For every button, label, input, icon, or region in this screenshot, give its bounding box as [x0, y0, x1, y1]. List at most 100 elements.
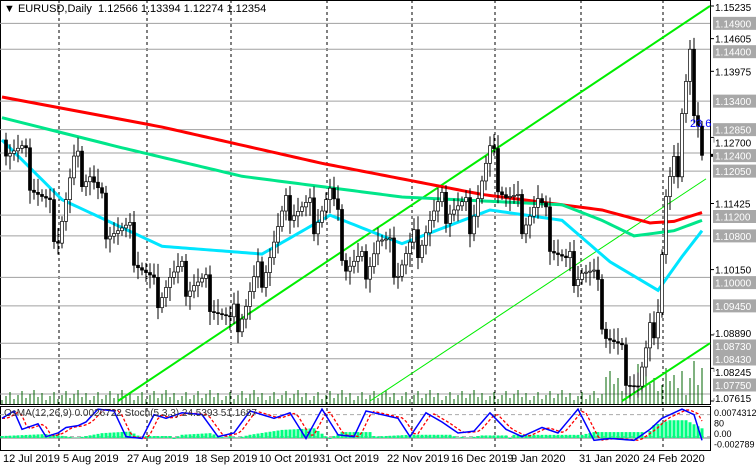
osma-bar — [617, 432, 620, 438]
bull-candle — [277, 227, 280, 243]
osma-bar — [89, 435, 92, 438]
bull-candle — [249, 292, 252, 307]
osma-bar — [501, 435, 504, 438]
bull-candle — [297, 211, 300, 215]
osma-bar — [325, 436, 328, 438]
bull-candle — [509, 197, 512, 198]
bear-candle — [25, 146, 28, 148]
bull-candle — [21, 146, 24, 149]
bull-candle — [405, 254, 408, 265]
osma-bar — [357, 432, 360, 438]
bear-candle — [221, 314, 224, 315]
osma-bar — [25, 435, 28, 438]
osma-bar — [197, 434, 200, 438]
collapse-arrow-icon[interactable]: ▼ — [4, 3, 15, 15]
y-tick-label: 1.08245 — [715, 368, 752, 379]
bull-candle — [205, 275, 208, 279]
bull-candle — [397, 276, 400, 277]
bear-candle — [497, 149, 500, 192]
osma-bar — [545, 435, 548, 438]
bull-candle — [529, 216, 532, 225]
indicator-axis-label: 0.0074312 — [714, 408, 756, 418]
bull-candle — [465, 198, 468, 202]
osma-bar — [677, 420, 680, 438]
bull-candle — [377, 241, 380, 254]
osma-bar — [85, 436, 88, 438]
osma-bar — [221, 437, 224, 438]
bull-candle — [665, 197, 668, 255]
osma-bar — [185, 435, 188, 438]
bull-candle — [593, 270, 596, 271]
bull-candle — [461, 202, 464, 206]
osma-bar — [105, 433, 108, 438]
osma-bar — [669, 420, 672, 438]
bull-candle — [453, 210, 456, 214]
bear-candle — [601, 279, 604, 329]
bull-candle — [537, 199, 540, 208]
osma-bar — [269, 432, 272, 438]
bear-candle — [33, 190, 36, 192]
osma-bar — [445, 435, 448, 438]
bull-candle — [409, 242, 412, 253]
level-label: 1.09450 — [715, 302, 752, 313]
osma-bar — [213, 434, 216, 438]
osma-bar — [9, 436, 12, 438]
level-label: 1.13400 — [715, 97, 752, 108]
bull-candle — [581, 273, 584, 279]
bear-candle — [81, 151, 84, 187]
osma-bar — [449, 435, 452, 438]
bull-candle — [477, 199, 480, 217]
osma-bar — [489, 435, 492, 438]
bull-candle — [641, 367, 644, 386]
osma-bar — [625, 432, 628, 438]
bear-candle — [313, 198, 316, 234]
bear-candle — [237, 304, 240, 332]
bull-candle — [173, 272, 176, 277]
bear-candle — [225, 315, 228, 316]
bull-candle — [361, 251, 364, 256]
bear-candle — [633, 386, 636, 387]
bear-candle — [153, 275, 156, 277]
bear-candle — [145, 270, 148, 272]
bull-candle — [241, 319, 244, 332]
bear-candle — [629, 385, 632, 386]
bull-candle — [385, 239, 388, 240]
bull-candle — [689, 49, 692, 81]
osma-bar — [265, 432, 268, 438]
osma-bar — [421, 435, 424, 438]
bear-candle — [365, 251, 368, 279]
osma-bar — [161, 436, 164, 438]
osma-bar — [565, 435, 568, 438]
bear-candle — [637, 386, 640, 387]
osma-bar — [101, 433, 104, 438]
bull-candle — [421, 245, 424, 257]
indicator-axis-label: 0.00 — [714, 429, 732, 439]
bull-candle — [309, 198, 312, 202]
osma-bar — [117, 432, 120, 438]
osma-bar — [369, 432, 372, 438]
osma-bar — [277, 431, 280, 438]
bear-candle — [565, 256, 568, 258]
osma-bar — [293, 429, 296, 438]
osma-bar — [513, 435, 516, 438]
bull-candle — [481, 181, 484, 199]
osma-bar — [477, 436, 480, 438]
osma-bar — [321, 434, 324, 438]
bear-candle — [337, 199, 340, 210]
osma-bar — [297, 429, 300, 438]
bear-candle — [521, 194, 524, 233]
osma-bar — [437, 435, 440, 438]
bull-candle — [233, 304, 236, 317]
osma-bar — [21, 435, 24, 438]
bear-candle — [445, 192, 448, 223]
bull-candle — [245, 306, 248, 319]
osma-bar — [157, 436, 160, 438]
y-tick-label: 1.08890 — [715, 329, 752, 340]
x-axis-date-label: 22 Nov 2019 — [387, 453, 449, 465]
osma-bar — [533, 435, 536, 438]
osma-bar — [497, 435, 500, 438]
bull-candle — [109, 236, 112, 239]
osma-bar — [193, 434, 196, 438]
